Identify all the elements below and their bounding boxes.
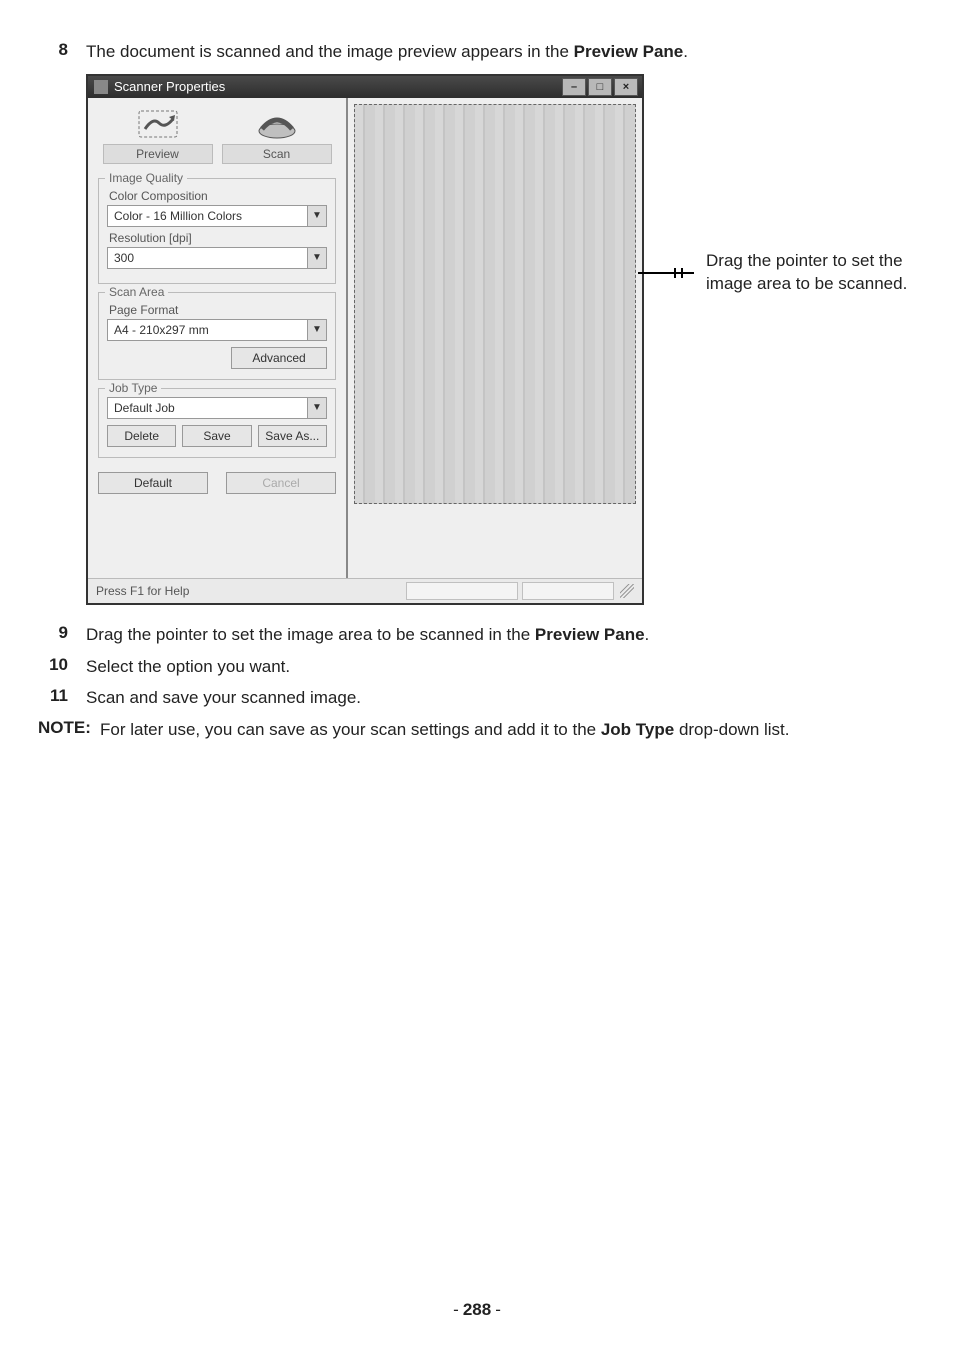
step8-text-a: The document is scanned and the image pr…	[86, 42, 574, 61]
color-composition-value: Color - 16 Million Colors	[108, 209, 307, 223]
callout: Drag the pointer to set the image area t…	[644, 250, 946, 296]
callout-line2: image area to be scanned.	[706, 274, 907, 293]
resize-grip-icon[interactable]	[620, 584, 634, 598]
scan-icon[interactable]	[250, 106, 304, 142]
chevron-down-icon: ▼	[307, 248, 326, 268]
minimize-button[interactable]: –	[562, 78, 586, 96]
job-type-group: Job Type Default Job ▼ Delete Save Save …	[98, 388, 336, 458]
resolution-value: 300	[108, 251, 307, 265]
step-text: Scan and save your scanned image.	[86, 686, 361, 710]
color-composition-dropdown[interactable]: Color - 16 Million Colors ▼	[107, 205, 327, 227]
chevron-down-icon: ▼	[307, 320, 326, 340]
dialog-title: Scanner Properties	[114, 79, 225, 94]
step-text: Select the option you want.	[86, 655, 290, 679]
page-format-label: Page Format	[109, 303, 327, 317]
preview-button[interactable]: Preview	[103, 144, 213, 164]
scan-button[interactable]: Scan	[222, 144, 332, 164]
save-as-button[interactable]: Save As...	[258, 425, 327, 447]
step-number: 11	[38, 686, 86, 706]
scanner-properties-dialog: Scanner Properties – □ ×	[86, 74, 644, 605]
page-number: -288-	[0, 1300, 954, 1320]
resolution-dropdown[interactable]: 300 ▼	[107, 247, 327, 269]
page-number-value: 288	[463, 1300, 491, 1319]
save-button[interactable]: Save	[182, 425, 251, 447]
maximize-button[interactable]: □	[588, 78, 612, 96]
step-number: 8	[38, 40, 86, 60]
step-number: 9	[38, 623, 86, 643]
note-text-b: drop-down list.	[674, 720, 789, 739]
preview-pane[interactable]	[348, 98, 642, 578]
delete-button[interactable]: Delete	[107, 425, 176, 447]
preview-icon[interactable]	[131, 106, 185, 142]
status-text: Press F1 for Help	[96, 584, 189, 598]
status-bar: Press F1 for Help	[88, 578, 642, 603]
chevron-down-icon: ▼	[307, 206, 326, 226]
scan-area-group: Scan Area Page Format A4 - 210x297 mm ▼ …	[98, 292, 336, 380]
note-text-a: For later use, you can save as your scan…	[100, 720, 601, 739]
step8-bold: Preview Pane	[574, 42, 684, 61]
default-button[interactable]: Default	[98, 472, 208, 494]
callout-line1: Drag the pointer to set the	[706, 251, 903, 270]
settings-panel: Preview Scan	[88, 98, 348, 578]
image-quality-legend: Image Quality	[105, 171, 187, 185]
step-text: The document is scanned and the image pr…	[86, 40, 688, 64]
step-number: 10	[38, 655, 86, 675]
step-text: Drag the pointer to set the image area t…	[86, 623, 649, 647]
note-label: NOTE:	[38, 718, 100, 742]
app-icon	[94, 80, 108, 94]
step8-text-b: .	[683, 42, 688, 61]
close-button[interactable]: ×	[614, 78, 638, 96]
step9-text-b: .	[645, 625, 650, 644]
color-composition-label: Color Composition	[109, 189, 327, 203]
cancel-button[interactable]: Cancel	[226, 472, 336, 494]
job-type-legend: Job Type	[105, 381, 161, 395]
note-bold: Job Type	[601, 720, 674, 739]
note: NOTE: For later use, you can save as you…	[38, 718, 916, 742]
page-format-dropdown[interactable]: A4 - 210x297 mm ▼	[107, 319, 327, 341]
job-type-value: Default Job	[108, 401, 307, 415]
resolution-label: Resolution [dpi]	[109, 231, 327, 245]
image-quality-group: Image Quality Color Composition Color - …	[98, 178, 336, 284]
status-cell	[522, 582, 614, 600]
status-cell	[406, 582, 518, 600]
job-type-dropdown[interactable]: Default Job ▼	[107, 397, 327, 419]
step9-bold: Preview Pane	[535, 625, 645, 644]
note-body: For later use, you can save as your scan…	[100, 718, 790, 742]
advanced-button[interactable]: Advanced	[231, 347, 327, 369]
page-format-value: A4 - 210x297 mm	[108, 323, 307, 337]
dialog-titlebar: Scanner Properties – □ ×	[88, 76, 642, 98]
callout-leader-line	[638, 272, 694, 274]
preview-image[interactable]	[354, 104, 636, 504]
scan-area-legend: Scan Area	[105, 285, 168, 299]
callout-text: Drag the pointer to set the image area t…	[706, 250, 946, 296]
step9-text-a: Drag the pointer to set the image area t…	[86, 625, 535, 644]
chevron-down-icon: ▼	[307, 398, 326, 418]
